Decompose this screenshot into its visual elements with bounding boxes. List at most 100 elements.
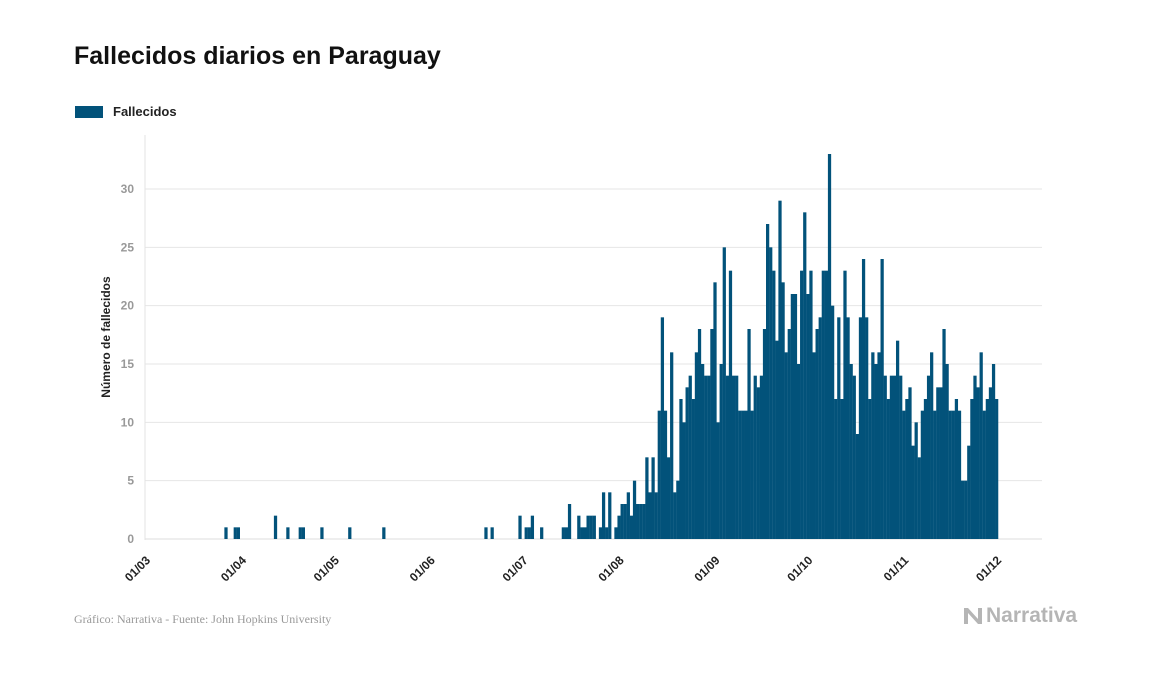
bar bbox=[580, 527, 584, 539]
bar bbox=[691, 399, 695, 539]
bar bbox=[626, 492, 630, 539]
bar bbox=[778, 200, 782, 539]
bar bbox=[645, 457, 649, 539]
y-tick-labels: 0 5 10 15 20 25 30 bbox=[121, 182, 135, 546]
bar bbox=[803, 212, 807, 540]
bar bbox=[852, 375, 856, 539]
x-tick-label: 01/07 bbox=[500, 553, 531, 584]
bar bbox=[707, 375, 711, 539]
bar bbox=[973, 375, 977, 539]
bar bbox=[728, 270, 733, 539]
bar bbox=[567, 504, 572, 539]
x-tick-label: 01/06 bbox=[407, 553, 438, 584]
bar bbox=[747, 329, 751, 539]
bar bbox=[657, 410, 661, 539]
y-tick-label: 15 bbox=[121, 357, 135, 371]
bar bbox=[648, 492, 652, 539]
bar bbox=[895, 340, 900, 539]
bar bbox=[960, 480, 965, 539]
bar bbox=[914, 422, 918, 539]
bar bbox=[815, 329, 819, 539]
x-tick-label: 01/05 bbox=[311, 553, 342, 584]
bar bbox=[725, 375, 730, 539]
bar bbox=[957, 410, 962, 539]
bar bbox=[837, 317, 841, 539]
bar bbox=[766, 224, 770, 539]
bar bbox=[899, 375, 903, 539]
bar bbox=[840, 399, 844, 539]
bar bbox=[679, 399, 683, 539]
bar bbox=[849, 364, 853, 539]
bar bbox=[982, 410, 986, 539]
bar bbox=[666, 457, 671, 539]
bar bbox=[988, 387, 993, 539]
bar bbox=[865, 317, 869, 539]
bar bbox=[710, 329, 714, 539]
bar bbox=[855, 434, 859, 539]
bar bbox=[484, 527, 488, 539]
bar bbox=[598, 527, 603, 539]
bar bbox=[806, 294, 810, 539]
bar bbox=[800, 270, 804, 539]
bar bbox=[911, 445, 915, 539]
legend-label: Fallecidos bbox=[113, 104, 177, 119]
bar bbox=[948, 410, 952, 539]
bar bbox=[945, 364, 949, 539]
bar bbox=[877, 352, 881, 539]
bar bbox=[936, 387, 940, 539]
bar bbox=[964, 480, 968, 539]
bar bbox=[995, 399, 999, 539]
bar bbox=[654, 492, 658, 539]
bar bbox=[623, 504, 627, 539]
bar bbox=[673, 492, 677, 539]
bar bbox=[834, 399, 838, 539]
y-tick-label: 10 bbox=[121, 415, 135, 429]
bar bbox=[301, 527, 305, 539]
bar bbox=[827, 154, 832, 539]
bar bbox=[586, 515, 590, 539]
bar bbox=[722, 247, 726, 540]
bar bbox=[753, 375, 757, 539]
bar bbox=[564, 527, 569, 539]
x-tick-label: 01/10 bbox=[784, 553, 815, 584]
x-tick-labels: 01/03 01/04 01/05 01/06 01/07 01/08 01/09 01/10… bbox=[122, 553, 1004, 584]
bar bbox=[629, 515, 634, 539]
bar bbox=[967, 445, 971, 539]
bar bbox=[286, 527, 290, 539]
bar bbox=[233, 527, 237, 539]
bar bbox=[889, 375, 894, 539]
legend-swatch bbox=[75, 105, 103, 118]
bar bbox=[651, 457, 655, 539]
bar bbox=[861, 259, 866, 539]
bar bbox=[518, 515, 522, 539]
bar bbox=[589, 515, 593, 539]
y-tick-label: 30 bbox=[121, 182, 135, 196]
source-note: Gráfico: Narrativa - Fuente: John Hopkin… bbox=[74, 612, 332, 626]
bar bbox=[923, 399, 928, 539]
bar bbox=[756, 387, 760, 539]
bar bbox=[759, 375, 764, 539]
bar bbox=[902, 410, 906, 539]
bar bbox=[713, 282, 717, 539]
bar bbox=[741, 410, 745, 539]
bar bbox=[636, 504, 640, 539]
bar bbox=[976, 387, 980, 539]
bar bbox=[939, 387, 943, 539]
bar bbox=[868, 399, 872, 539]
bar bbox=[883, 375, 887, 539]
chart-title: Fallecidos diarios en Paraguay bbox=[74, 42, 441, 70]
bar bbox=[583, 527, 587, 539]
bar bbox=[880, 259, 884, 539]
bar bbox=[685, 387, 689, 539]
bar bbox=[933, 410, 937, 539]
bar bbox=[772, 270, 776, 539]
bar bbox=[920, 410, 924, 539]
bar bbox=[614, 527, 618, 539]
bar bbox=[892, 375, 897, 539]
bar bbox=[592, 515, 596, 539]
bar bbox=[809, 270, 813, 539]
bar bbox=[985, 399, 989, 539]
bar bbox=[874, 364, 878, 539]
bar bbox=[775, 340, 779, 539]
bar bbox=[676, 480, 680, 539]
